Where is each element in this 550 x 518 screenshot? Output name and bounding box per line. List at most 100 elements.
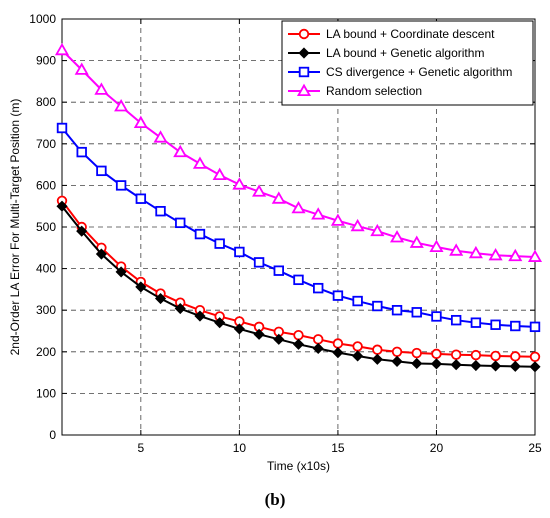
data-point xyxy=(232,177,247,190)
data-point xyxy=(115,266,127,278)
data-point xyxy=(252,184,267,197)
x-axis-label: Time (x10s) xyxy=(267,459,330,473)
data-point xyxy=(508,248,523,262)
data-point xyxy=(273,333,285,345)
data-point xyxy=(133,115,148,129)
data-point xyxy=(56,122,68,134)
data-point xyxy=(175,217,186,229)
data-point xyxy=(76,225,88,237)
y-tick-label: 700 xyxy=(36,137,56,151)
data-point xyxy=(234,246,245,258)
data-point xyxy=(529,361,541,373)
y-tick-label: 900 xyxy=(36,54,56,68)
data-point xyxy=(332,290,344,301)
data-point xyxy=(488,247,503,261)
data-point xyxy=(95,248,107,260)
data-point xyxy=(470,359,482,372)
data-point xyxy=(56,200,68,212)
data-point xyxy=(468,245,483,259)
data-point xyxy=(292,338,305,350)
data-point xyxy=(115,180,127,191)
data-point xyxy=(74,62,89,75)
data-point xyxy=(94,82,109,95)
data-point xyxy=(76,146,87,158)
data-point xyxy=(510,320,521,332)
figure-caption: (b) xyxy=(265,490,286,509)
data-point xyxy=(253,257,265,268)
data-point xyxy=(352,295,363,307)
y-axis-label: 2nd-Order LA Error For Multi-Target Posi… xyxy=(8,99,22,356)
data-point xyxy=(409,235,424,248)
data-point xyxy=(174,302,186,315)
data-point xyxy=(411,347,422,359)
data-point xyxy=(293,329,304,341)
data-point xyxy=(371,353,383,365)
data-point xyxy=(313,282,324,294)
data-point xyxy=(311,207,326,220)
data-point xyxy=(214,317,226,329)
x-tick-label: 5 xyxy=(137,441,144,455)
tick-layer: 5 10 15 20 25 0 100 200 300 400 500 600 700 800 900 100… xyxy=(29,12,542,455)
data-point xyxy=(114,99,129,112)
legend-marker xyxy=(298,66,310,78)
data-point xyxy=(192,156,208,169)
data-point xyxy=(154,292,167,305)
data-point xyxy=(490,319,501,330)
y-tick-label: 200 xyxy=(36,345,56,359)
data-point xyxy=(430,358,443,370)
data-point xyxy=(96,165,107,177)
data-point xyxy=(372,300,383,312)
legend-label: LA bound + Genetic algorithm xyxy=(326,46,484,60)
data-point xyxy=(153,130,168,143)
data-point xyxy=(529,351,541,362)
data-point xyxy=(233,323,245,335)
legend-label: Random selection xyxy=(326,84,422,98)
data-point xyxy=(194,310,206,322)
data-point xyxy=(411,307,422,318)
legend-entry: CS divergence + Genetic algorithm xyxy=(288,65,512,79)
data-point xyxy=(350,218,365,232)
y-tick-label: 100 xyxy=(36,386,56,400)
x-tick-label: 20 xyxy=(430,441,444,455)
data-point xyxy=(135,281,147,293)
data-point xyxy=(313,334,324,345)
y-tick-label: 500 xyxy=(36,220,56,234)
data-point xyxy=(490,350,501,362)
series-3 xyxy=(56,122,541,333)
y-tick-label: 600 xyxy=(36,178,56,192)
x-tick-label: 10 xyxy=(233,441,247,455)
data-point xyxy=(470,317,482,328)
data-point xyxy=(293,274,304,286)
data-point xyxy=(332,347,344,359)
data-point xyxy=(352,350,364,362)
data-point xyxy=(391,355,403,367)
legend-entry: Random selection xyxy=(288,83,422,98)
data-point xyxy=(470,349,482,361)
data-point xyxy=(431,311,442,322)
data-point xyxy=(510,351,521,362)
data-point xyxy=(411,357,423,370)
x-tick-label: 15 xyxy=(331,441,345,455)
data-point xyxy=(391,304,403,316)
data-point xyxy=(212,167,227,181)
legend-marker xyxy=(298,28,310,40)
data-point xyxy=(372,344,383,355)
data-point xyxy=(450,359,462,371)
series-line xyxy=(61,127,536,328)
data-point xyxy=(450,314,462,326)
legend: LA bound + Coordinate descent LA bound + … xyxy=(281,20,534,106)
data-point xyxy=(253,328,265,340)
legend-box xyxy=(281,20,534,106)
data-point xyxy=(389,230,405,243)
series-layer xyxy=(54,42,543,373)
series-2 xyxy=(56,200,541,373)
y-tick-label: 800 xyxy=(36,95,56,109)
data-point xyxy=(529,321,541,333)
data-point xyxy=(431,348,442,360)
data-point xyxy=(527,249,543,262)
legend-label: LA bound + Coordinate descent xyxy=(326,27,495,41)
data-point xyxy=(370,223,385,237)
data-point xyxy=(273,265,284,276)
